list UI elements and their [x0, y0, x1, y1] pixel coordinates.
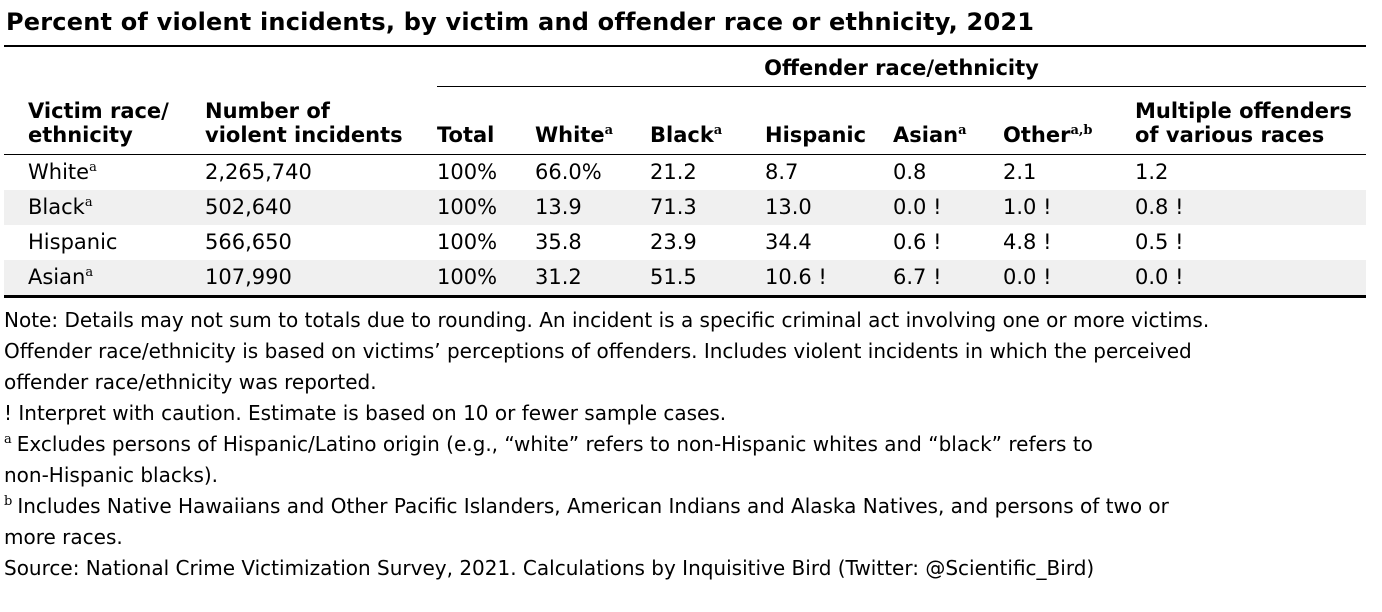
- col-header-multiple-offenders: Multiple offenders of various races: [1135, 86, 1366, 155]
- cell-white: 13.9: [535, 195, 582, 219]
- cell-hispanic: 13.0: [765, 195, 812, 219]
- footnote-marker: a: [604, 123, 614, 138]
- cell-total: 100%: [437, 230, 498, 254]
- cell-total: 100%: [437, 195, 498, 219]
- cell-hispanic: 8.7: [765, 160, 799, 184]
- cell-multiple: 0.5 !: [1135, 230, 1184, 254]
- offender-group-header: Offender race/ethnicity: [437, 46, 1366, 87]
- col-header-incidents-line1: Number of: [205, 99, 330, 123]
- row-label-black: Blacka: [28, 195, 93, 219]
- note-general: Note: Details may not sum to totals due …: [4, 308, 1210, 394]
- note-footnote-a: a Excludes persons of Hispanic/Latino ori…: [4, 432, 1093, 487]
- col-header-black: Blacka: [650, 86, 765, 155]
- cell-multiple: 0.8 !: [1135, 195, 1184, 219]
- col-header-victim-line2: ethnicity: [28, 123, 133, 147]
- cell-multiple: 1.2: [1135, 160, 1169, 184]
- footnote-marker: a: [958, 123, 967, 138]
- cell-other: 0.0 !: [1003, 265, 1052, 289]
- cell-incidents: 2,265,740: [205, 160, 312, 184]
- footnote-marker: a: [89, 160, 97, 175]
- table-row-hispanic: Hispanic 566,650 100% 35.8 23.9 34.4 0.6…: [4, 225, 1366, 260]
- cell-black: 71.3: [650, 195, 697, 219]
- cell-total: 100%: [437, 160, 498, 184]
- row-label-hispanic: Hispanic: [28, 230, 118, 254]
- cell-incidents: 502,640: [205, 195, 292, 219]
- table-row-black: Blacka 502,640 100% 13.9 71.3 13.0 0.0 !…: [4, 190, 1366, 225]
- cell-other: 1.0 !: [1003, 195, 1052, 219]
- cell-white: 35.8: [535, 230, 582, 254]
- cell-incidents: 107,990: [205, 265, 292, 289]
- col-header-incidents-line2: violent incidents: [205, 123, 403, 147]
- cell-black: 21.2: [650, 160, 697, 184]
- page-title: Percent of violent incidents, by victim …: [6, 8, 1035, 36]
- col-header-victim-line1: Victim race/: [28, 99, 169, 123]
- note-caution: ! Interpret with caution. Estimate is ba…: [4, 401, 727, 425]
- victim-offender-table: Offender race/ethnicity Victim race/ethn…: [4, 45, 1366, 298]
- cell-multiple: 0.0 !: [1135, 265, 1184, 289]
- footnote-marker-a: a: [4, 432, 12, 448]
- cell-asian: 0.0 !: [893, 195, 942, 219]
- cell-asian: 6.7 !: [893, 265, 942, 289]
- group-header-row: Offender race/ethnicity: [4, 46, 1366, 87]
- cell-white: 66.0%: [535, 160, 602, 184]
- col-header-total: Total: [437, 86, 535, 155]
- footnote-marker: a: [84, 195, 93, 210]
- note-footnote-b: b Includes Native Hawaiians and Other Pac…: [4, 494, 1169, 549]
- col-header-white: Whitea: [535, 86, 650, 155]
- footnote-marker-b: b: [4, 494, 13, 510]
- col-header-victim: Victim race/ethnicity: [4, 86, 205, 155]
- cell-black: 23.9: [650, 230, 697, 254]
- group-header-label: Offender race/ethnicity: [764, 56, 1039, 80]
- footnote-marker: a: [713, 123, 723, 138]
- cell-white: 31.2: [535, 265, 582, 289]
- row-label-asian: Asiana: [28, 265, 94, 289]
- column-header-row: Victim race/ethnicity Number of violent i…: [4, 86, 1366, 155]
- note-source: Source: National Crime Victimization Sur…: [4, 556, 1095, 580]
- cell-asian: 0.8: [893, 160, 927, 184]
- col-header-incidents: Number of violent incidents: [205, 86, 437, 155]
- footnote-marker: a,b: [1070, 123, 1093, 138]
- cell-total: 100%: [437, 265, 498, 289]
- table-row-white: Whitea 2,265,740 100% 66.0% 21.2 8.7 0.8…: [4, 155, 1366, 191]
- col-header-hispanic: Hispanic: [765, 86, 893, 155]
- row-label-white: Whitea: [28, 160, 97, 184]
- table-row-asian: Asiana 107,990 100% 31.2 51.5 10.6 ! 6.7…: [4, 260, 1366, 297]
- col-header-asian: Asiana: [893, 86, 1003, 155]
- cell-black: 51.5: [650, 265, 697, 289]
- table-notes: Note: Details may not sum to totals due …: [4, 305, 1376, 584]
- col-header-other: Othera,b: [1003, 86, 1135, 155]
- cell-asian: 0.6 !: [893, 230, 942, 254]
- cell-hispanic: 34.4: [765, 230, 812, 254]
- cell-other: 4.8 !: [1003, 230, 1052, 254]
- footnote-marker: a: [85, 265, 94, 280]
- group-header-spacer: [4, 46, 437, 87]
- cell-other: 2.1: [1003, 160, 1037, 184]
- cell-incidents: 566,650: [205, 230, 292, 254]
- cell-hispanic: 10.6 !: [765, 265, 827, 289]
